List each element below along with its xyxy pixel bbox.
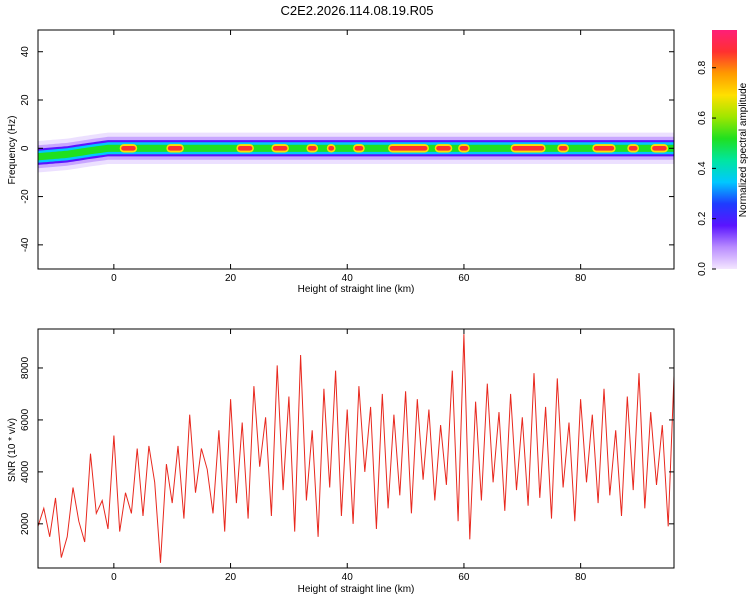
snr-x-label: Height of straight line (km) xyxy=(298,584,415,595)
spectrogram-hot-segment xyxy=(593,145,615,151)
snr-y-tick-label: 8000 xyxy=(20,356,31,379)
colorbar-tick-label: 0.4 xyxy=(697,161,708,175)
snr-y-tick-label: 6000 xyxy=(20,408,31,431)
spectrogram-y-tick-label: -20 xyxy=(20,189,31,204)
colorbar-tick-label: 0.8 xyxy=(697,60,708,74)
snr-frame xyxy=(37,328,675,569)
snr-x-tick-label: 0 xyxy=(111,572,117,583)
spectrogram-hot-segment xyxy=(459,145,469,151)
spectrogram-y-label: Frequency (Hz) xyxy=(7,116,18,185)
snr-series xyxy=(38,334,674,563)
snr-x-tick-label: 60 xyxy=(458,572,470,583)
colorbar-label: Normalized spectral amplitude xyxy=(738,82,749,217)
colorbar-gradient xyxy=(712,30,737,269)
spectrogram-hot-segment xyxy=(237,145,253,151)
spectrogram-hot-segment xyxy=(121,145,136,151)
spectrogram-x-tick-label: 60 xyxy=(458,273,470,284)
figure-title: C2E2.2026.114.08.19.R05 xyxy=(281,3,434,18)
colorbar-axis: 0.0 0.2 0.4 0.6 0.8 xyxy=(697,60,716,276)
snr-x-tick-label: 20 xyxy=(225,572,237,583)
spectrogram-hot-segment xyxy=(307,145,317,151)
spectrogram-y-tick-label: 20 xyxy=(20,94,31,106)
spectrogram-x-tick-label: 80 xyxy=(575,273,587,284)
spectrogram-hot-segment xyxy=(389,145,428,151)
spectrogram-hot-segment xyxy=(328,145,335,151)
spectrogram-hot-segment xyxy=(436,145,451,151)
snr-y-tick-label: 2000 xyxy=(20,512,31,535)
snr-panel: 0 20 40 60 80 2000 4000 6000 8000 Height of stra… xyxy=(7,328,675,595)
spectrogram-axes: 0 20 40 60 80 -40 -20 0 20 40 xyxy=(20,30,674,284)
spectrogram-hot-segment xyxy=(628,145,638,151)
spectrogram-hot-segment xyxy=(272,145,288,151)
snr-x-tick-label: 40 xyxy=(342,572,354,583)
spectrogram-x-tick-label: 40 xyxy=(342,273,354,284)
snr-axes: 0 20 40 60 80 2000 4000 6000 8000 xyxy=(20,329,674,583)
snr-y-label: SNR (10 * v/v) xyxy=(7,418,18,482)
spectrogram-y-tick-label: 40 xyxy=(20,46,31,58)
colorbar-tick-label: 0.2 xyxy=(697,211,708,225)
spectrogram-frame xyxy=(37,29,675,270)
spectrogram-hot-segment xyxy=(558,145,568,151)
spectrogram-band xyxy=(38,132,674,173)
spectrogram-hot-segment xyxy=(512,145,545,151)
snr-series-line xyxy=(38,334,674,563)
colorbar-tick-label: 0.6 xyxy=(697,111,708,125)
spectrogram-y-tick-label: -40 xyxy=(20,237,31,252)
spectrogram-hot-segment xyxy=(652,145,667,151)
spectrogram-x-tick-label: 20 xyxy=(225,273,237,284)
snr-x-tick-label: 80 xyxy=(575,572,587,583)
spectrogram-panel: 0 20 40 60 80 -40 -20 0 20 40 Height of straight … xyxy=(7,29,675,295)
colorbar: 0.0 0.2 0.4 0.6 0.8 Normalized spectral ampl… xyxy=(697,30,749,276)
spectrogram-hot-segment xyxy=(354,145,364,151)
spectrogram-hot-segment xyxy=(167,145,183,151)
colorbar-tick-label: 0.0 xyxy=(697,262,708,276)
spectrogram-x-label: Height of straight line (km) xyxy=(298,284,415,295)
spectrogram-x-tick-label: 0 xyxy=(111,273,117,284)
spectrogram-y-tick-label: 0 xyxy=(20,145,31,151)
snr-y-tick-label: 4000 xyxy=(20,460,31,483)
